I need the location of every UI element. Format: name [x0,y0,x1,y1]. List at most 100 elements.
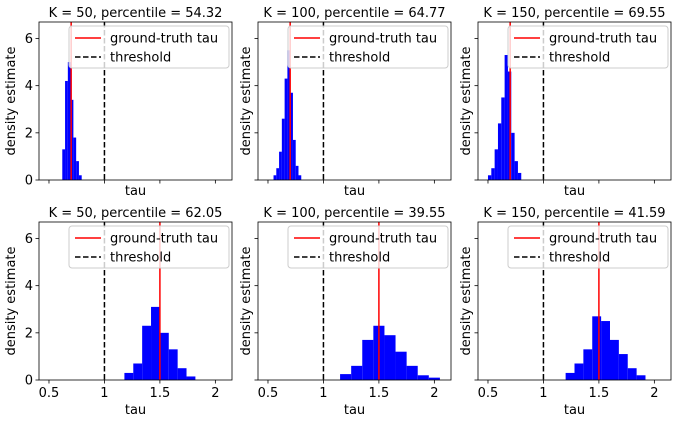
histogram-bar [583,349,593,380]
legend-threshold-label: threshold [549,251,610,266]
subplot-2: K = 100, percentile = 64.77 tau density es… [239,6,452,199]
histogram-bar [487,175,492,180]
histogram-bar [287,50,291,180]
x-tick-label: 0.5 [39,386,60,401]
y-tick-label: 6 [25,232,33,247]
y-axis-label: density estimate [459,246,474,355]
histogram-bar [276,168,280,180]
x-tick-label: 1 [319,386,327,401]
legend: ground-truth tau threshold [287,25,449,69]
legend-threshold-label: threshold [329,51,390,66]
histogram-bar [406,365,418,380]
histogram-bar [133,363,143,380]
legend-truth-label: ground-truth tau [110,232,218,247]
y-axis-label: density estimate [459,46,474,155]
x-tick-label: 2 [430,386,438,401]
legend: ground-truth tau threshold [507,25,669,69]
y-axis-label: density estimate [239,246,254,355]
legend-box [68,225,230,269]
histogram-bar [395,351,407,380]
x-tick-label: 1.5 [589,386,610,401]
histogram-bar [592,316,602,380]
x-axis-label: tau [125,403,146,418]
legend-truth-label: ground-truth tau [549,32,657,47]
histogram-bar [62,149,66,180]
histogram-bar [70,99,74,180]
histogram-bar [78,175,82,180]
histogram-bar [340,374,352,380]
legend-threshold-label: threshold [329,251,390,266]
histogram-bar [351,365,363,380]
histogram-bar [497,123,502,180]
x-tick-label: 0.5 [258,386,279,401]
x-tick-label: 2 [650,386,658,401]
x-axis-label: tau [564,184,585,199]
y-tick-label: 0 [25,174,33,189]
legend-box [507,25,669,69]
histogram-bar [273,175,277,180]
y-tick-label: 4 [25,79,33,94]
subplot-1: 0 2 4 6 K = 50, percentile = 54.32 tau density… [4,6,233,199]
histogram-bar [151,306,160,380]
histogram-bar [574,363,584,380]
histogram-bar [65,80,68,180]
axes-frame [257,21,452,181]
axes-frame [477,21,672,181]
histogram-bar [514,161,518,180]
y-tick-label: 4 [25,279,33,294]
histogram-bar [281,118,285,180]
histogram-bar [124,372,134,380]
subplot-title: K = 100, percentile = 64.77 [263,6,445,21]
x-axis-label: tau [564,403,585,418]
x-tick-label: 1 [539,386,547,401]
subplot-5: 0.5 1 1.5 2 K = 100, percentile = 39.55 tau de… [239,206,452,418]
x-axis-label: tau [125,184,146,199]
histogram-bar [511,132,515,180]
histogram-bar [565,372,575,380]
histogram-bar [168,349,178,380]
axes-frame [38,21,233,181]
subplot-6: 0.5 1 1.5 2 K = 150, percentile = 41.59 tau de… [459,206,672,418]
histogram-bar [491,168,495,180]
legend-box [287,225,449,269]
x-tick-label: 1 [100,386,108,401]
histogram-bar [636,375,646,380]
x-axis-label: tau [344,403,365,418]
histogram-bar [73,137,77,180]
histogram-bar [159,332,169,380]
histogram-bar [279,151,282,180]
y-tick-label: 6 [25,32,33,47]
legend-threshold-label: threshold [549,51,610,66]
histogram-bar [384,335,396,380]
axes-frame [477,221,672,381]
subplot-title: K = 150, percentile = 69.55 [483,6,665,21]
legend-truth-label: ground-truth tau [549,232,657,247]
histogram-bar [177,368,187,380]
axes-frame [38,221,233,381]
legend: ground-truth tau threshold [68,225,230,269]
legend-box [507,225,669,269]
x-tick-label: 0.5 [478,386,499,401]
y-axis-label: density estimate [4,46,19,155]
legend-truth-label: ground-truth tau [329,32,437,47]
legend-truth-label: ground-truth tau [110,32,218,47]
histogram-bar [504,55,508,181]
y-tick-label: 2 [25,126,33,141]
y-axis-label: density estimate [239,46,254,155]
legend: ground-truth tau threshold [68,25,230,69]
histogram-bar [142,325,152,380]
histogram-bar [290,92,293,180]
histogram-bar [618,354,628,380]
y-tick-label: 0 [25,374,33,389]
legend-truth-label: ground-truth tau [329,232,437,247]
histogram-bar [417,375,429,380]
histogram-bar [517,172,522,180]
subplot-3: K = 150, percentile = 69.55 tau density es… [459,6,672,199]
histogram-bar [295,165,299,180]
subplot-title: K = 50, percentile = 54.32 [49,6,223,21]
histogram-bar [428,377,440,380]
y-tick-label: 2 [25,326,33,341]
x-tick-label: 1.5 [150,386,171,401]
axes-frame [257,221,452,381]
